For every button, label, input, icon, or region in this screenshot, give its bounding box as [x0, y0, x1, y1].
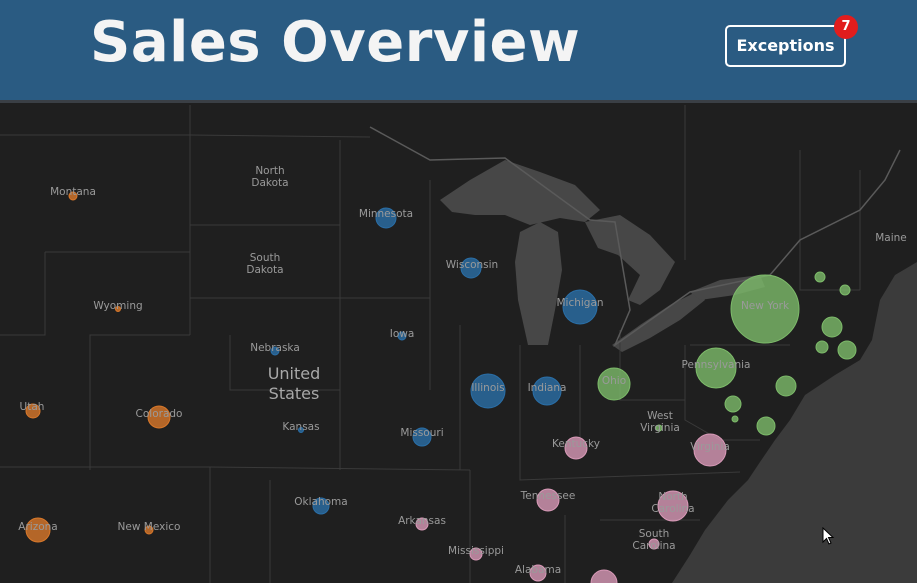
sales-bubble[interactable] — [756, 416, 776, 436]
sales-bubble[interactable] — [415, 517, 429, 531]
sales-bubble[interactable] — [270, 346, 280, 356]
sales-bubble[interactable] — [695, 347, 737, 389]
state-borders — [0, 105, 861, 583]
sales-bubble[interactable] — [312, 497, 330, 515]
sales-bubble[interactable] — [532, 376, 562, 406]
sales-bubble[interactable] — [815, 340, 829, 354]
sales-bubble[interactable] — [529, 564, 547, 582]
cursor — [822, 527, 835, 545]
sales-bubble[interactable] — [470, 373, 506, 409]
sales-bubble[interactable] — [590, 569, 618, 583]
sales-bubble[interactable] — [648, 538, 660, 550]
sales-bubble[interactable] — [655, 424, 663, 432]
sales-bubble[interactable] — [375, 207, 397, 229]
sales-bubble[interactable] — [460, 257, 482, 279]
header: Sales Overview Exceptions 7 — [0, 0, 917, 103]
page-title: Sales Overview — [90, 10, 581, 75]
sales-bubble[interactable] — [68, 191, 78, 201]
sales-bubble[interactable] — [839, 284, 851, 296]
sales-bubble[interactable] — [657, 490, 689, 522]
sales-bubble[interactable] — [25, 403, 41, 419]
sales-bubble[interactable] — [731, 415, 739, 423]
sales-bubble[interactable] — [562, 289, 598, 325]
sales-bubble[interactable] — [298, 427, 304, 433]
sales-bubble[interactable] — [775, 375, 797, 397]
sales-bubble[interactable] — [25, 517, 51, 543]
ocean — [672, 262, 917, 583]
border-line — [369, 126, 901, 348]
sales-bubble[interactable] — [693, 433, 727, 467]
sales-bubble[interactable] — [730, 274, 800, 344]
exceptions-badge: 7 — [834, 15, 858, 39]
sales-bubble[interactable] — [724, 395, 742, 413]
sales-bubble[interactable] — [412, 427, 432, 447]
exceptions-button[interactable]: Exceptions — [725, 25, 846, 67]
sales-bubble[interactable] — [115, 306, 121, 312]
sales-bubble[interactable] — [821, 316, 843, 338]
sales-bubble[interactable] — [397, 331, 407, 341]
sales-bubble[interactable] — [814, 271, 826, 283]
sales-bubble[interactable] — [469, 547, 483, 561]
sales-bubble[interactable] — [147, 405, 171, 429]
sales-bubble[interactable] — [536, 488, 560, 512]
sales-bubble[interactable] — [564, 436, 588, 460]
sales-bubble[interactable] — [837, 340, 857, 360]
sales-bubble[interactable] — [597, 367, 631, 401]
sales-bubble[interactable] — [144, 525, 154, 535]
lakes — [440, 160, 765, 352]
